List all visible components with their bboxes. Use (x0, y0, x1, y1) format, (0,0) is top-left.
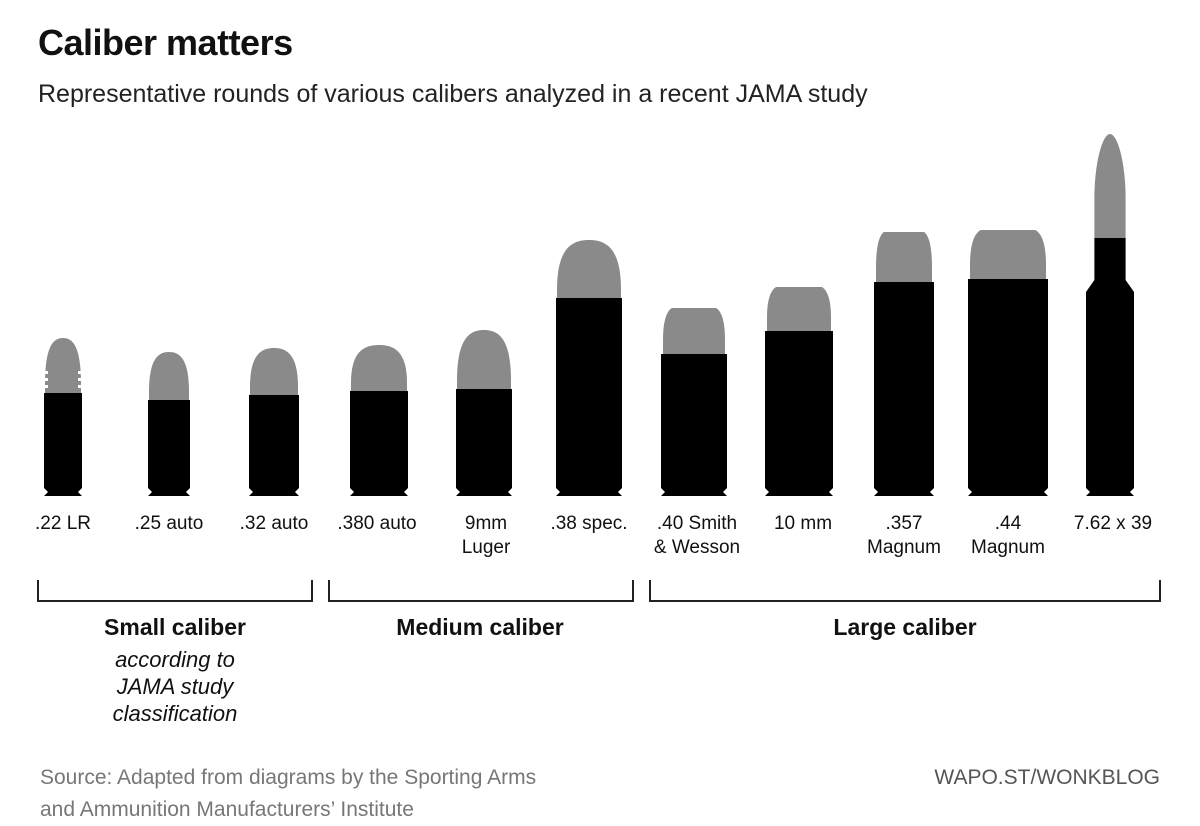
group-note-small: according to JAMA study classification (75, 646, 275, 727)
cartridge-case (249, 395, 299, 496)
bullet-tip (149, 352, 189, 402)
cartridge (456, 330, 512, 496)
caliber-label: .22 LR (3, 512, 123, 536)
bullet-tip (457, 330, 511, 391)
bullet-tip (557, 240, 621, 300)
caliber-label-line: .357 (885, 513, 923, 534)
cartridge (350, 345, 408, 496)
caliber-label-line: & Wesson (653, 537, 741, 558)
group-note-line: JAMA study (116, 674, 234, 699)
caliber-label-line: Magnum (971, 537, 1045, 558)
cartridge-case (350, 391, 408, 496)
caliber-label-line: .44 (994, 513, 1022, 534)
cartridge (148, 352, 190, 496)
cartridge-case (148, 400, 190, 496)
caliber-label: .25 auto (109, 512, 229, 536)
chart-title: Caliber matters (38, 22, 293, 63)
bracket-large-caliber (649, 580, 1161, 602)
group-title-small: Small caliber (104, 614, 246, 640)
bullet-tip (45, 338, 81, 395)
cartridge-illustrations (44, 134, 1134, 496)
caliber-label-line: .380 auto (337, 513, 417, 534)
cartridge-case (661, 354, 727, 496)
cartridge (968, 230, 1048, 496)
caliber-label: 7.62 x 39 (1053, 512, 1173, 536)
caliber-label: .32 auto (214, 512, 334, 536)
caliber-label: .357 Magnum (844, 512, 964, 560)
source-note: Source: Adapted from diagrams by the Spo… (40, 762, 536, 826)
caliber-label: .40 Smith & Wesson (637, 512, 757, 560)
caliber-label-line: .40 Smith (656, 513, 738, 534)
cartridge (661, 308, 727, 496)
credit-link[interactable]: WAPO.ST/WONKBLOG (934, 766, 1160, 789)
bullet-tip (663, 308, 725, 356)
caliber-label-line: .32 auto (239, 513, 309, 534)
cartridge-case (765, 331, 833, 496)
bullet-tip (1094, 134, 1126, 240)
cartridge-case (556, 298, 622, 496)
caliber-label: .44 Magnum (948, 512, 1068, 560)
group-title-large: Large caliber (833, 614, 977, 640)
cartridge-case (874, 282, 934, 496)
caliber-label-line: 9mm (464, 513, 508, 534)
caliber-label-line: 7.62 x 39 (1073, 513, 1153, 534)
cartridge (44, 338, 82, 496)
bullet-tip (876, 232, 932, 284)
cartridge (556, 240, 622, 496)
caliber-label-line: Luger (461, 537, 511, 558)
cartridge-case (968, 279, 1048, 496)
caliber-label: 10 mm (743, 512, 863, 536)
cartridge (1086, 134, 1134, 496)
bullet-tip (970, 230, 1046, 281)
group-note-line: according to (115, 647, 235, 672)
bullet-tip (351, 345, 407, 393)
bullet-tip (250, 348, 298, 397)
bracket-small-caliber (37, 580, 313, 602)
caliber-label-line: Magnum (867, 537, 941, 558)
group-title-medium: Medium caliber (396, 614, 564, 640)
chart-subtitle: Representative rounds of various caliber… (38, 80, 868, 108)
caliber-label: 9mm Luger (426, 512, 546, 560)
caliber-label-line: .38 spec. (550, 513, 628, 534)
source-line: and Ammunition Manufacturers’ Institute (40, 798, 414, 821)
source-line: Source: Adapted from diagrams by the Spo… (40, 766, 537, 789)
cartridge (874, 232, 934, 496)
caliber-label-line: 10 mm (773, 513, 833, 534)
caliber-label-line: .25 auto (134, 513, 204, 534)
caliber-label-line: .22 LR (35, 513, 91, 534)
cartridge-case (1086, 238, 1134, 496)
cartridge-case (44, 393, 82, 496)
caliber-label: .38 spec. (529, 512, 649, 536)
cartridge (249, 348, 299, 496)
bracket-medium-caliber (328, 580, 634, 602)
group-note-line: classification (112, 701, 238, 726)
cartridge-case (456, 389, 512, 496)
caliber-label: .380 auto (317, 512, 437, 536)
bullet-tip (767, 287, 831, 333)
cartridge (765, 287, 833, 496)
